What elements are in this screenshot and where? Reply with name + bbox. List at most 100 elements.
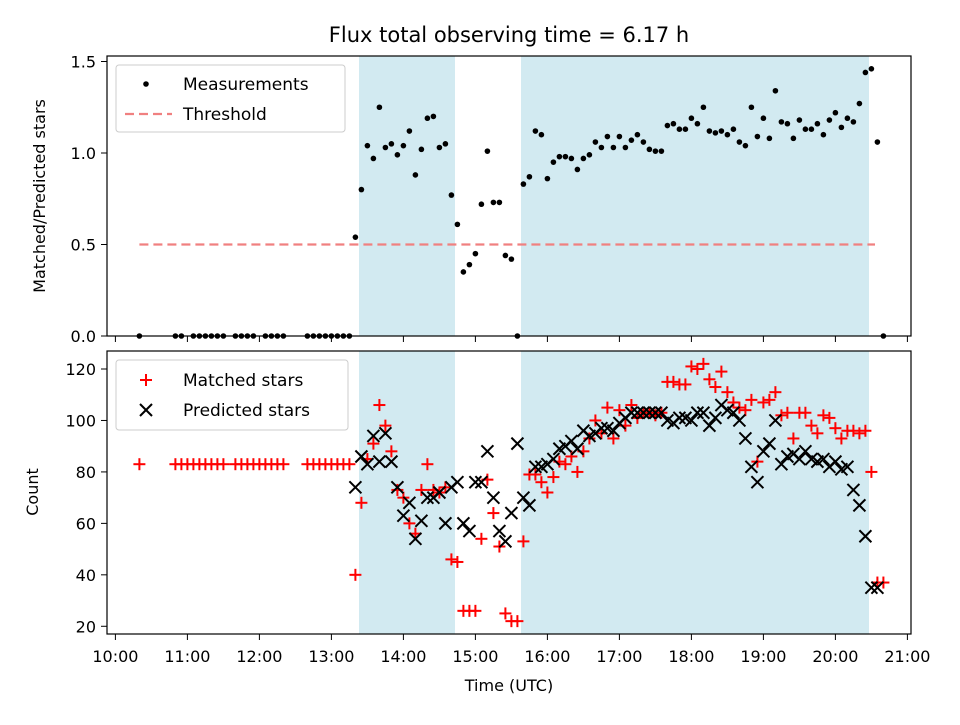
matched-star-point: [559, 458, 572, 471]
measurement-point: [544, 175, 551, 182]
measurement-point: [598, 144, 605, 151]
legend-matched-marker: [140, 374, 152, 386]
matched-star-point: [589, 414, 602, 427]
predicted-star-point: [378, 426, 393, 441]
measurement-point: [382, 144, 389, 151]
predicted-star-point: [630, 406, 645, 420]
predicted-star-point: [390, 480, 405, 495]
predicted-star-point: [870, 580, 885, 595]
bottom-x-tick-label: 20:00: [812, 647, 858, 666]
top-plot-frame: [106, 55, 912, 337]
measurement-point: [814, 120, 821, 127]
bottom-x-tick-label: 16:00: [524, 647, 570, 666]
measurement-point: [808, 126, 815, 133]
matched-star-point: [367, 437, 380, 450]
predicted-star-point: [840, 460, 855, 474]
predicted-star-point: [372, 454, 387, 469]
measurement-point: [754, 133, 761, 140]
predicted-star-point: [606, 424, 621, 438]
top-y-tick-label: 1.0: [71, 144, 96, 163]
measurement-point: [478, 201, 485, 208]
measurement-point: [520, 181, 527, 187]
matched-star-point: [379, 419, 392, 432]
predicted-star-point: [432, 485, 447, 500]
bottom-x-tick-label: 17:00: [596, 647, 642, 666]
measurement-point: [862, 69, 869, 76]
predicted-star-point: [594, 421, 609, 435]
measurement-point: [508, 256, 515, 262]
bottom-x-tick-label: 12:00: [236, 647, 282, 666]
matched-star-point: [217, 458, 230, 471]
measurement-point: [682, 126, 689, 133]
matched-star-point: [385, 445, 398, 458]
matched-star-point: [811, 427, 824, 440]
predicted-star-point: [636, 406, 651, 420]
bottom-legend-frame: [115, 359, 349, 431]
predicted-star-point: [756, 444, 771, 459]
measurement-point: [652, 148, 659, 154]
measurement-point: [472, 250, 479, 257]
top-shaded-span-0: [359, 56, 455, 336]
predicted-star-point: [798, 444, 813, 459]
predicted-star-point: [750, 475, 765, 489]
matched-star-point: [571, 465, 584, 478]
measurement-point: [394, 152, 401, 158]
measurement-point: [604, 133, 611, 140]
bottom-axis-ticks: 20 40 60 80 100 120 10:00 11:00 12:00 13:00 14:00 1…: [65, 360, 930, 666]
top-y-tick-label: 0.0: [71, 327, 96, 346]
matched-star-point: [133, 458, 146, 471]
bottom-y-axis-label: Count: [23, 468, 42, 516]
measurement-point: [448, 192, 455, 198]
measurement-point: [676, 126, 683, 133]
measurement-point: [550, 159, 557, 165]
measurement-point: [784, 120, 791, 127]
matched-star-point: [739, 404, 752, 417]
measurement-point: [352, 234, 359, 240]
top-title: Flux total observing time = 6.17 h: [329, 23, 689, 47]
top-legend: Measurements Threshold: [115, 64, 346, 133]
measurement-point: [358, 186, 365, 193]
bottom-x-tick-label: 11:00: [164, 647, 210, 666]
predicted-star-point: [510, 436, 525, 451]
measurement-point: [868, 66, 875, 72]
matched-star-point: [721, 386, 734, 399]
matched-star-point: [727, 396, 740, 409]
bottom-y-tick-label: 40: [76, 566, 96, 585]
matched-star-point: [343, 458, 356, 471]
predicted-star-point: [654, 406, 669, 420]
predicted-star-point: [744, 460, 759, 474]
measurement-point: [526, 173, 533, 180]
measurement-point: [640, 139, 647, 145]
predicted-star-point: [546, 452, 561, 466]
matched-star-point: [769, 386, 782, 399]
matched-star-point: [529, 468, 542, 481]
predicted-star-point: [726, 406, 741, 420]
measurement-point: [424, 115, 431, 122]
top-y-tick-label: 1.5: [71, 52, 96, 71]
matched-star-point: [865, 465, 878, 478]
bottom-x-tick-label: 19:00: [740, 647, 786, 666]
bottom-panel: 20 40 60 80 100 120 10:00 11:00 12:00 13:00 14:00 1…: [23, 350, 930, 695]
predicted-star-point: [396, 508, 411, 523]
predicted-star-point: [570, 442, 585, 456]
predicted-star-point: [360, 457, 375, 471]
matched-star-point: [625, 399, 638, 412]
predicted-star-point: [462, 524, 477, 538]
predicted-star-point: [486, 490, 501, 505]
bottom-legend: Matched stars Predicted stars: [115, 359, 349, 431]
measurement-point: [490, 199, 497, 206]
measurement-point: [370, 155, 377, 162]
measurement-point: [748, 104, 755, 111]
predicted-star-point: [816, 452, 831, 466]
predicted-star-point: [768, 413, 783, 428]
matched-star-point: [679, 378, 692, 391]
predicted-star-point: [858, 529, 873, 543]
measurement-point: [466, 261, 473, 268]
predicted-star-point: [492, 524, 507, 538]
predicted-star-point: [516, 490, 531, 505]
measurement-point: [796, 117, 803, 123]
measurement-point: [700, 104, 707, 111]
matched-star-point: [403, 517, 416, 530]
top-axis-ticks: 0.0 0.5 1.0 1.5: [71, 52, 908, 346]
measurement-point: [670, 120, 677, 127]
